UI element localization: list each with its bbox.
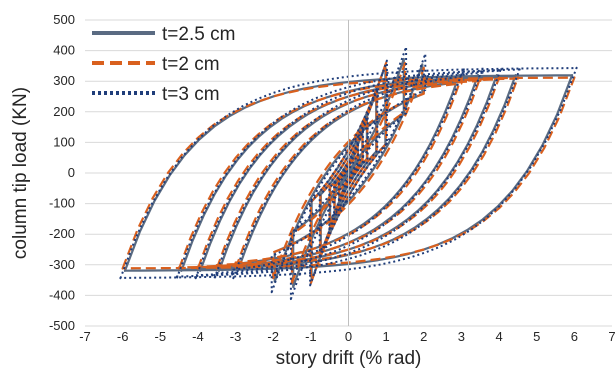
y-tick-label: 200	[53, 104, 75, 119]
x-tick-label: -3	[230, 329, 242, 344]
y-tick-label: -300	[49, 257, 75, 272]
legend: t=2.5 cm t=2 cm t=3 cm	[92, 24, 235, 105]
legend-label: t=2.5 cm	[162, 24, 235, 45]
y-tick-label: -200	[49, 226, 75, 241]
x-tick-label: 3	[458, 329, 465, 344]
x-tick-label: 7	[608, 329, 615, 344]
x-tick-label: -4	[192, 329, 204, 344]
x-tick-label: 5	[533, 329, 540, 344]
legend-label: t=3 cm	[162, 84, 220, 105]
x-tick-label: -7	[79, 329, 91, 344]
x-tick-label: 1	[383, 329, 390, 344]
y-tick-label: -400	[49, 287, 75, 302]
y-tick-label: 0	[68, 165, 75, 180]
y-tick-label: 100	[53, 134, 75, 149]
hysteresis-loop	[309, 59, 388, 287]
y-tick-label: -500	[49, 318, 75, 333]
hysteresis-loop	[175, 66, 522, 280]
x-tick-label: 2	[420, 329, 427, 344]
y-tick-label: 500	[53, 12, 75, 27]
hysteresis-loop	[270, 52, 427, 294]
x-tick-label: -1	[305, 329, 317, 344]
x-tick-label: 0	[345, 329, 352, 344]
plot-area	[119, 45, 578, 301]
y-tick-label: -100	[49, 196, 75, 211]
axes: 500 400 300 200 100 0 -100 -200 -300 -400 -500 -7 -6…	[49, 12, 616, 344]
x-axis-label: story drift (% rad)	[276, 348, 422, 369]
hysteresis-loop	[121, 76, 576, 270]
hysteresis-loop	[289, 45, 408, 301]
hysteresis-loop	[328, 115, 369, 231]
x-tick-label: -2	[267, 329, 279, 344]
x-tick-label: 4	[495, 329, 502, 344]
hysteresis-loop	[290, 62, 407, 284]
y-tick-label: 300	[53, 73, 75, 88]
hysteresis-loop	[213, 66, 484, 280]
y-tick-label: 400	[53, 43, 75, 58]
series-2	[119, 45, 578, 301]
x-tick-label: -5	[155, 329, 167, 344]
hysteresis-loop	[119, 66, 578, 280]
y-axis-label: column tip load (KN)	[10, 87, 31, 259]
x-tick-label: 6	[571, 329, 578, 344]
legend-label: t=2 cm	[162, 54, 220, 75]
hysteresis-loop	[194, 66, 503, 280]
x-tick-label: -6	[117, 329, 129, 344]
